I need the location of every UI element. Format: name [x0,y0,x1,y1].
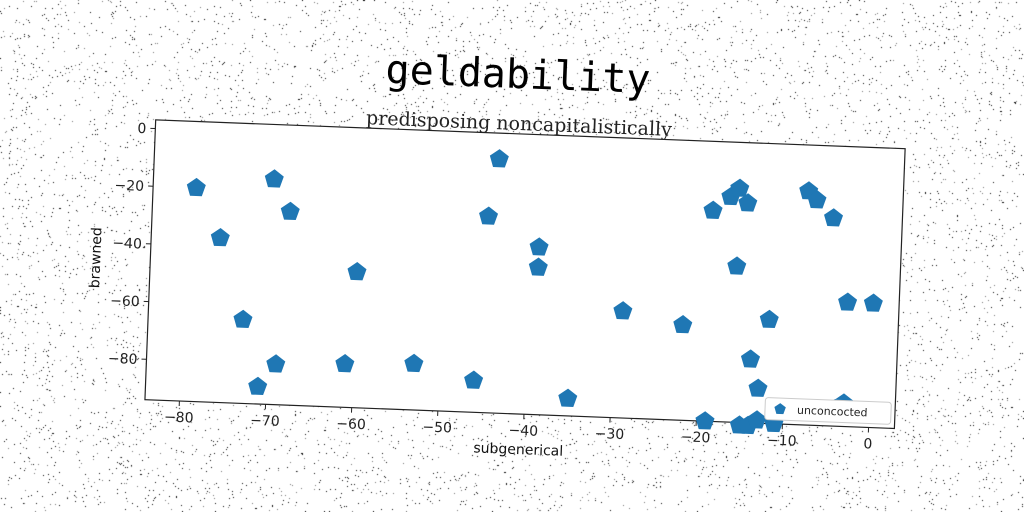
data-point [807,190,827,209]
y-tick-label: −60 [110,293,140,310]
data-point [673,314,693,334]
x-tick-label: −80 [164,409,194,426]
y-axis: 0 −20 −40 −60 −80 [108,121,156,368]
data-point [747,410,767,429]
data-point [738,193,758,212]
data-point [347,262,367,281]
x-tick-label: −60 [336,416,366,433]
data-point [186,177,206,197]
data-point [266,354,286,373]
x-axis: −80 −70 −60 −50 −40 −30 −20 −10 0 [164,400,873,453]
data-point [335,354,355,373]
data-point [529,237,549,256]
data-point [489,149,509,168]
data-point [264,169,284,188]
data-point [863,293,883,312]
legend-marker-icon [774,403,786,415]
plot-area: −80 −70 −60 −50 −40 −30 −20 −10 0 0−20−40−60−80 … [87,119,906,460]
x-tick-label: −10 [767,433,797,450]
data-point [838,292,858,311]
x-axis-label: subgenerical [473,440,563,459]
y-tick-label: −80 [108,351,138,368]
data-point [210,227,230,247]
data-point [613,301,633,320]
x-tick-label: −20 [681,429,711,446]
x-tick-label: −40 [508,423,538,440]
data-point [528,257,548,276]
data-point [740,349,761,368]
plot-frame [144,119,906,430]
data-point [748,378,768,397]
chart-title: geldability [385,47,651,103]
data-point [730,178,750,197]
data-point [248,376,268,396]
data-points [186,149,883,435]
x-tick-label: 0 [863,436,873,452]
legend-box [764,397,892,425]
data-point [479,206,499,225]
data-point [824,208,844,227]
data-point [759,309,779,329]
y-axis-label: brawned [87,227,105,289]
data-point [404,353,424,373]
y-tick-label: −40 [112,235,142,252]
x-tick-label: −50 [422,419,452,436]
data-point [558,388,578,407]
legend: unconcocted [764,397,892,425]
x-tick-label: −30 [594,426,624,443]
data-point [464,370,484,389]
data-point [703,200,723,219]
data-point [280,201,300,221]
x-tick-label: −70 [250,413,280,430]
y-tick-label: 0 [137,121,147,137]
data-point [727,256,747,275]
y-tick-label: −20 [114,178,144,195]
legend-entry-label: unconcocted [797,404,868,420]
data-point [233,309,253,329]
data-point [695,411,715,430]
